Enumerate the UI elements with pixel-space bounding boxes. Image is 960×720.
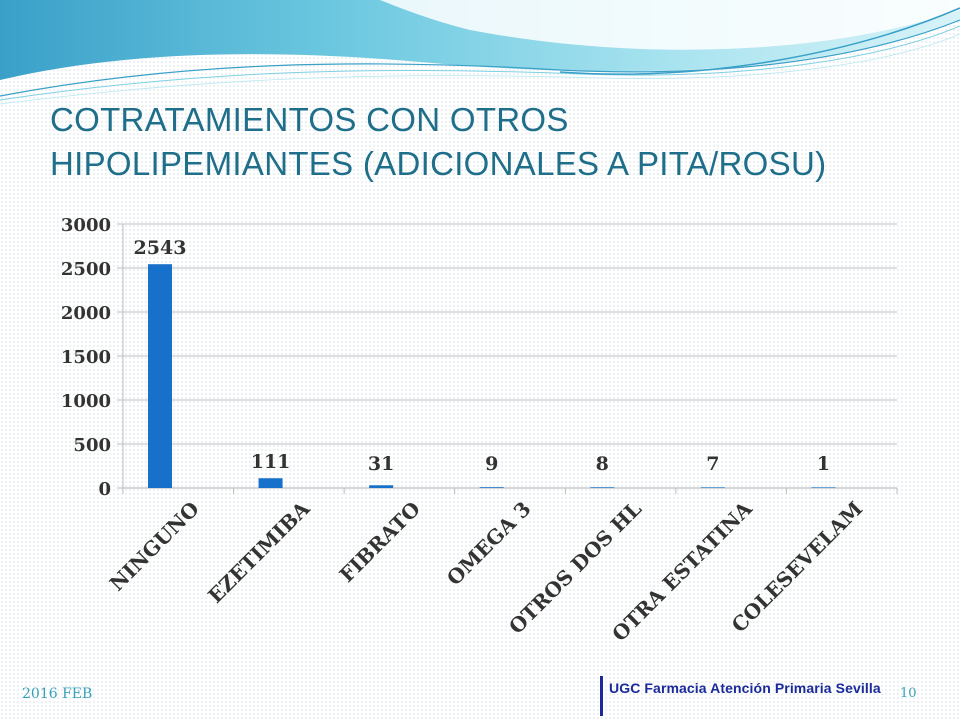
bar xyxy=(479,487,504,488)
bar xyxy=(700,487,725,488)
x-tick-label: EZETIMIBA xyxy=(203,496,315,608)
data-label: 31 xyxy=(368,453,394,475)
bar xyxy=(148,264,172,488)
bar xyxy=(590,487,615,488)
page-number: 10 xyxy=(900,686,917,701)
y-tick-label: 1000 xyxy=(61,391,111,412)
footer-brand-text: UGC Farmacia Atención Primaria Sevilla xyxy=(609,680,881,696)
y-tick-label: 500 xyxy=(73,435,111,456)
bar xyxy=(811,487,836,488)
y-tick-label: 1500 xyxy=(61,347,111,368)
footer-brand-logo: UGC Farmacia Atención Primaria Sevilla xyxy=(600,676,881,716)
data-label: 2543 xyxy=(134,237,187,259)
decorative-wave-header xyxy=(0,0,960,105)
y-tick-label: 2500 xyxy=(61,259,111,280)
y-tick-label: 0 xyxy=(98,479,111,500)
data-label: 7 xyxy=(706,453,719,475)
footer-date: 2016 FEB xyxy=(22,686,93,702)
data-label: 111 xyxy=(251,451,291,473)
slide-title-line-1: COTRATAMIENTOS CON OTROS xyxy=(50,101,569,138)
y-tick-label: 2000 xyxy=(61,303,111,324)
slide-title: COTRATAMIENTOS CON OTROS HIPOLIPEMIANTES… xyxy=(50,98,930,186)
x-tick-label: NINGUNO xyxy=(105,497,204,596)
data-label: 9 xyxy=(485,453,498,475)
bar xyxy=(258,478,283,488)
y-tick-label: 3000 xyxy=(61,215,111,236)
data-label: 1 xyxy=(817,453,830,475)
x-tick-label: OMEGA 3 xyxy=(442,497,536,591)
slide-title-line-2: HIPOLIPEMIANTES (ADICIONALES A PITA/ROSU… xyxy=(50,145,827,182)
data-label: 8 xyxy=(596,453,609,475)
x-tick-label: FIBRATO xyxy=(335,497,425,587)
bar xyxy=(369,485,394,488)
